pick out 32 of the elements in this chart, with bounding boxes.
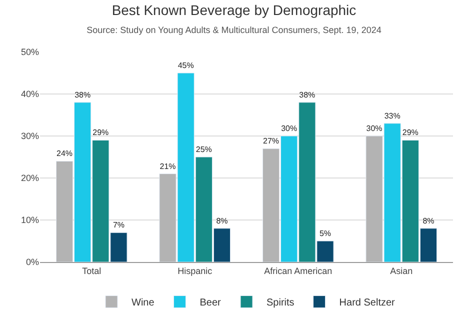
legend-label: Hard Seltzer — [339, 298, 396, 309]
data-label: 8% — [422, 216, 434, 226]
data-label: 5% — [319, 229, 332, 238]
data-label: 24% — [56, 149, 73, 158]
data-label: 38% — [299, 90, 316, 100]
y-tick-label: 20% — [20, 173, 39, 184]
legend-label: Spirits — [266, 298, 294, 309]
data-label: 27% — [263, 136, 280, 146]
data-label: 29% — [92, 128, 109, 138]
y-tick-label: 10% — [20, 215, 39, 226]
data-label: 21% — [160, 162, 176, 171]
data-label: 45% — [178, 61, 194, 70]
data-label: 38% — [74, 90, 91, 100]
y-tick-label: 0% — [26, 257, 39, 268]
y-tick-label: 50% — [20, 47, 39, 58]
y-tick-label: 40% — [20, 89, 39, 100]
x-tick-label: Total — [82, 266, 102, 276]
data-label: 7% — [112, 220, 125, 230]
data-label: 30% — [281, 124, 298, 133]
x-tick-label: Hispanic — [178, 266, 213, 276]
data-label: 33% — [384, 111, 400, 120]
data-label: 29% — [402, 128, 418, 138]
y-tick-label: 30% — [20, 131, 39, 142]
data-label: 8% — [216, 216, 228, 226]
x-tick-label: Asian — [390, 266, 413, 276]
chart-title: Best Known Beverage by Demographic — [112, 2, 356, 18]
x-tick-label: African American — [264, 266, 332, 276]
chart-subtitle: Source: Study on Young Adults & Multicultural Consumers, Sept. 19, 2024 — [86, 24, 382, 35]
legend-label: Beer — [200, 298, 222, 309]
data-label: 30% — [366, 124, 382, 133]
data-label: 25% — [196, 145, 212, 154]
legend-label: Wine — [132, 298, 155, 309]
